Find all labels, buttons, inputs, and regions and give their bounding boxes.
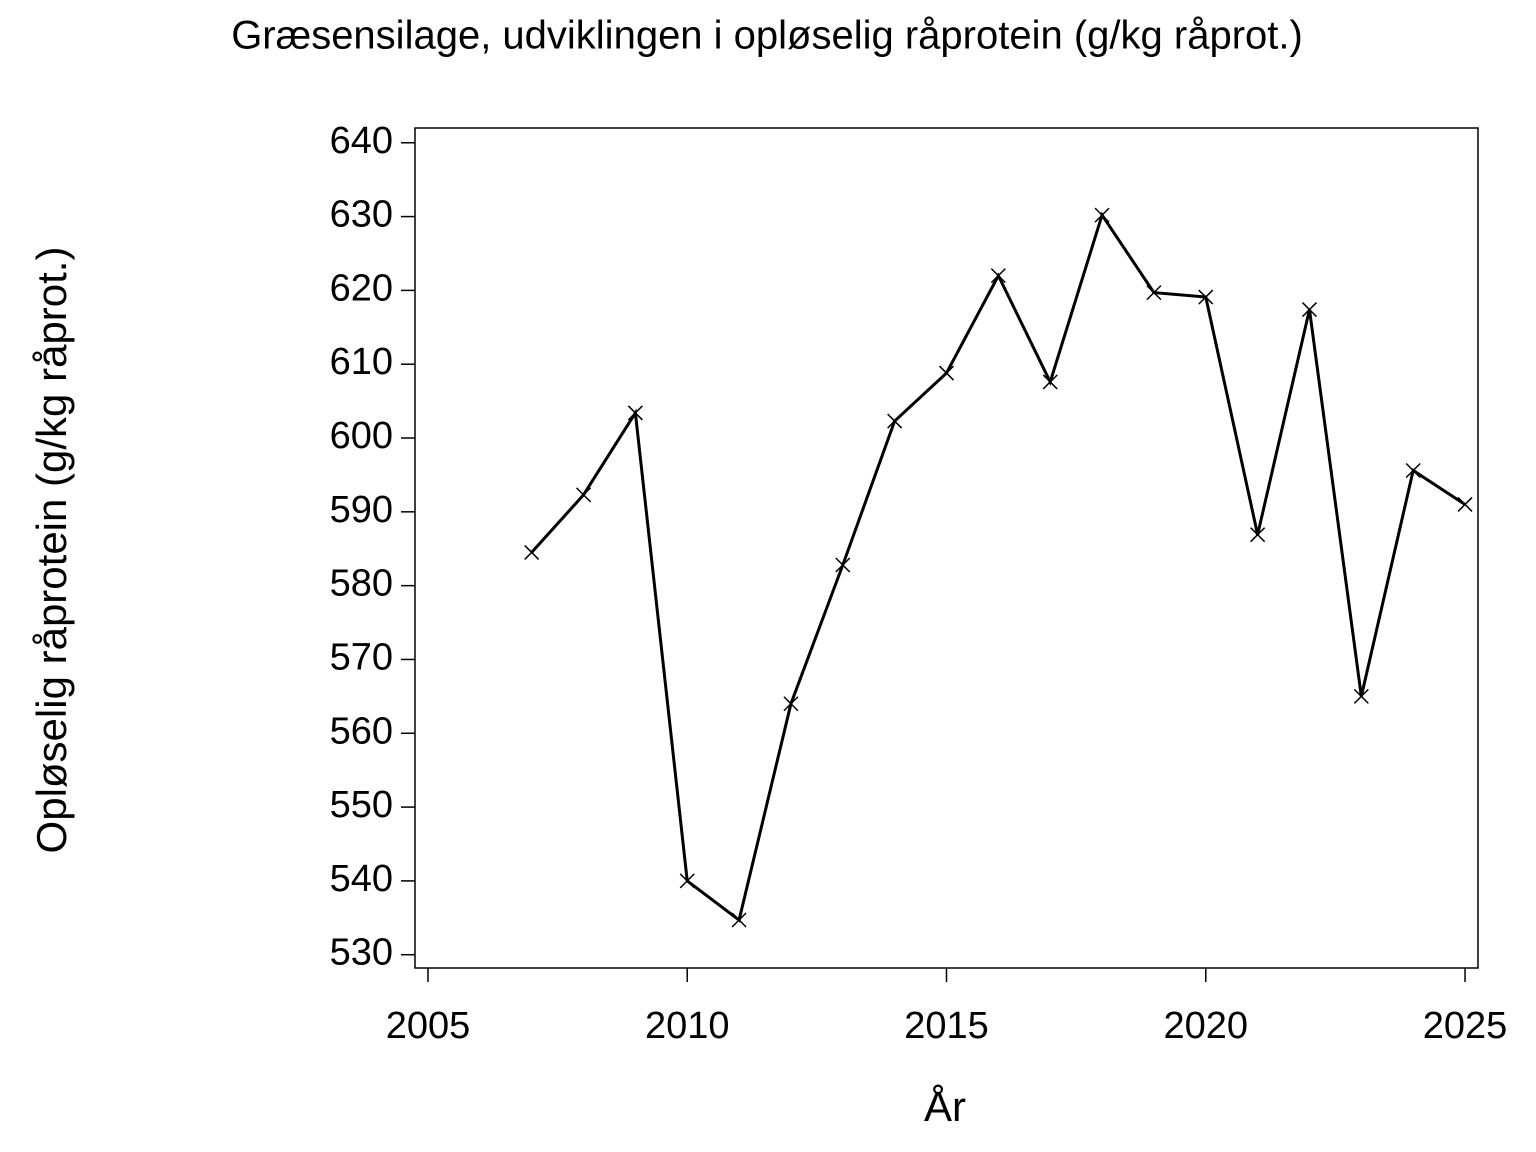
y-tick-label: 640 <box>330 120 393 162</box>
y-axis-label: Opløselig råprotein (g/kg råprot.) <box>28 247 75 854</box>
y-tick-label: 610 <box>330 341 393 383</box>
marker <box>1457 496 1473 512</box>
chart-title: Græsensilage, udviklingen i opløselig rå… <box>231 14 1303 58</box>
marker <box>887 413 903 429</box>
x-tick-label: 2010 <box>645 1005 730 1047</box>
marker <box>1301 302 1318 318</box>
y-tick-label: 630 <box>330 194 393 236</box>
x-tick-label: 2020 <box>1163 1005 1248 1047</box>
marker <box>783 696 799 712</box>
marker <box>679 873 695 889</box>
marker <box>990 268 1006 284</box>
marker <box>1198 289 1214 305</box>
y-tick-label: 580 <box>330 563 393 605</box>
plot-frame <box>414 127 1479 969</box>
marker <box>575 487 592 503</box>
y-tick-label: 600 <box>330 415 393 457</box>
y-tick-label: 550 <box>330 784 393 826</box>
x-tick-label: 2025 <box>1423 1005 1508 1047</box>
marker <box>1250 527 1266 543</box>
x-tick-label: 2005 <box>386 1005 471 1047</box>
marker <box>1353 688 1369 704</box>
marker <box>1146 285 1162 301</box>
y-tick-label: 540 <box>330 858 393 900</box>
y-tick-label: 590 <box>330 489 393 531</box>
marker <box>938 365 955 381</box>
y-tick-label: 570 <box>330 636 393 678</box>
marker <box>1042 374 1058 390</box>
marker <box>731 912 747 928</box>
marker <box>835 557 851 573</box>
y-tick-label: 620 <box>330 267 393 309</box>
x-tick-label: 2015 <box>904 1005 989 1047</box>
y-tick-label: 560 <box>330 710 393 752</box>
marker <box>524 544 540 560</box>
line <box>530 211 1466 923</box>
y-tick-label: 530 <box>330 932 393 974</box>
marker <box>1094 207 1110 223</box>
x-axis-label: År <box>924 1083 966 1130</box>
marker <box>627 405 643 421</box>
marker <box>1405 462 1421 479</box>
